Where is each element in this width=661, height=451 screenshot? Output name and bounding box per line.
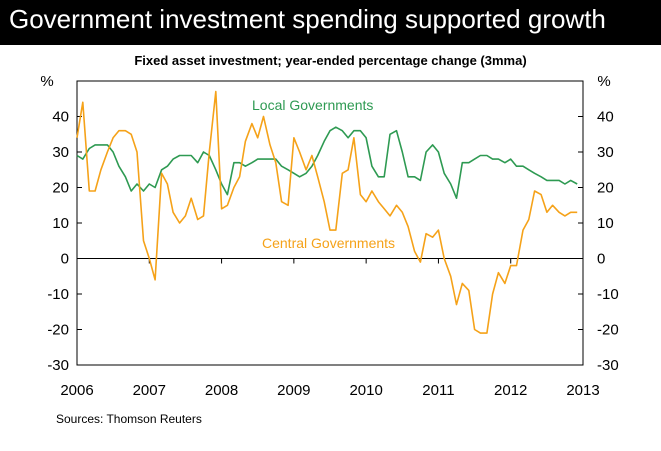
y-tick-label-left: 20	[52, 180, 69, 197]
y-tick-label-right: 30	[597, 144, 614, 161]
y-tick-label-left: -20	[47, 322, 69, 339]
x-tick-label: 2009	[277, 382, 310, 399]
y-tick-label-right: 20	[597, 180, 614, 197]
y-tick-label-left: -30	[47, 357, 69, 374]
x-tick-label: 2013	[566, 382, 599, 399]
x-tick-label: 2010	[349, 382, 382, 399]
y-axis-label-left: %	[40, 73, 53, 90]
x-tick-label: 2011	[422, 382, 454, 399]
y-tick-label-left: 0	[61, 251, 69, 268]
x-tick-label: 2007	[133, 382, 166, 399]
title-banner: Government investment spending supported…	[0, 0, 661, 45]
series-line-local	[76, 126, 578, 199]
x-tick-label: 2008	[205, 382, 238, 399]
y-tick-label-right: -10	[597, 286, 619, 303]
page-title: Government investment spending supported…	[9, 4, 606, 34]
y-tick-label-left: 10	[52, 215, 69, 232]
y-tick-label-right: 40	[597, 109, 614, 126]
y-tick-label-right: -20	[597, 322, 619, 339]
y-tick-label-left: 40	[52, 109, 69, 126]
annotation-local-governments: Local Governments	[252, 97, 373, 113]
y-tick-label-right: -30	[597, 357, 619, 374]
y-tick-label-left: -10	[47, 286, 69, 303]
source-note: Sources: Thomson Reuters	[56, 412, 202, 426]
y-tick-label-right: 10	[597, 215, 614, 232]
series-line-central	[76, 90, 578, 334]
x-tick-label: 2012	[494, 382, 527, 399]
y-tick-label-right: 0	[597, 251, 605, 268]
chart-title: Fixed asset investment; year-ended perce…	[134, 53, 527, 68]
plot-frame	[76, 80, 584, 366]
y-tick-label-left: 30	[52, 144, 69, 161]
y-axis-label-right: %	[597, 73, 610, 90]
x-tick-label: 2006	[60, 382, 93, 399]
annotation-central-governments: Central Governments	[262, 235, 395, 251]
